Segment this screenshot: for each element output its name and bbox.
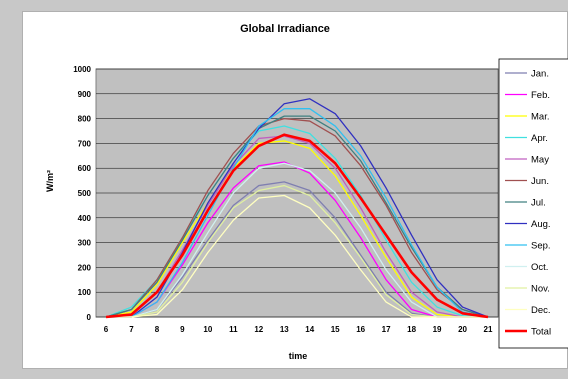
x-tick-label: 11	[229, 325, 238, 334]
legend-label: Aug.	[531, 219, 551, 230]
x-tick-label: 13	[280, 325, 289, 334]
legend-label: Total	[531, 327, 551, 338]
x-tick-label: 10	[203, 325, 212, 334]
series-line-jun	[105, 117, 489, 318]
series-line-total	[105, 133, 489, 319]
x-tick-label: 8	[155, 325, 160, 334]
y-tick-label: 900	[78, 90, 92, 99]
chart-frame: Global Irradiance 0 100 200 300 400 500 600 700…	[22, 11, 568, 369]
x-tick-label: 18	[407, 325, 416, 334]
series-lines	[105, 98, 489, 319]
legend-label: Mar.	[531, 112, 549, 123]
y-tick-label: 200	[78, 263, 92, 272]
legend-label: Sep.	[531, 241, 551, 252]
y-tick-label: 400	[78, 214, 92, 223]
x-tick-label: 16	[356, 325, 365, 334]
x-tick-label: 7	[129, 325, 134, 334]
legend: Jan. Feb. Mar. Apr. May Jun. Jul. Aug. Sep. Oct. N…	[498, 58, 568, 349]
y-tick-label: 100	[78, 288, 92, 297]
legend-label: Feb.	[531, 90, 550, 101]
y-tick-label: 700	[78, 139, 92, 148]
x-tick-label: 14	[305, 325, 314, 334]
y-tick-label: 300	[78, 239, 92, 248]
y-tick-label: 0	[87, 313, 92, 322]
series-line-oct	[106, 162, 488, 318]
legend-label: Apr.	[531, 133, 548, 144]
x-tick-label: 17	[382, 325, 391, 334]
legend-box	[498, 58, 568, 349]
legend-label: Oct.	[531, 262, 548, 273]
legend-label: Jun.	[531, 176, 549, 187]
legend-label: Jan.	[531, 69, 549, 80]
y-axis-label: W/m²	[45, 170, 55, 192]
x-tick-label: 9	[180, 325, 185, 334]
chart-title: Global Irradiance	[240, 23, 330, 35]
series-line-sep	[106, 108, 489, 318]
x-tick-label: 6	[104, 325, 109, 334]
chart-svg: Global Irradiance 0 100 200 300 400 500 600 700…	[45, 23, 568, 361]
axis-ticks: 0 100 200 300 400 500 600 700 800 900 1000 6 7 8 9 10 11…	[73, 65, 493, 334]
series-line-may	[105, 135, 488, 318]
legend-label: Dec.	[531, 305, 551, 316]
y-tick-label: 1000	[73, 65, 91, 74]
legend-label: Jul.	[531, 198, 546, 209]
x-tick-label: 12	[254, 325, 263, 334]
y-tick-label: 600	[78, 164, 92, 173]
legend-label: Nov.	[531, 284, 550, 295]
series-line-nov	[106, 184, 488, 318]
series-line-dec	[106, 194, 488, 318]
x-tick-label: 19	[433, 325, 442, 334]
x-tick-label: 15	[331, 325, 340, 334]
x-tick-label: 20	[458, 325, 467, 334]
x-tick-label: 21	[484, 325, 493, 334]
y-tick-label: 800	[78, 115, 92, 124]
x-axis-label: time	[289, 351, 308, 361]
y-tick-label: 500	[78, 189, 92, 198]
series-line-mar	[105, 140, 488, 318]
legend-label: May	[531, 155, 549, 166]
